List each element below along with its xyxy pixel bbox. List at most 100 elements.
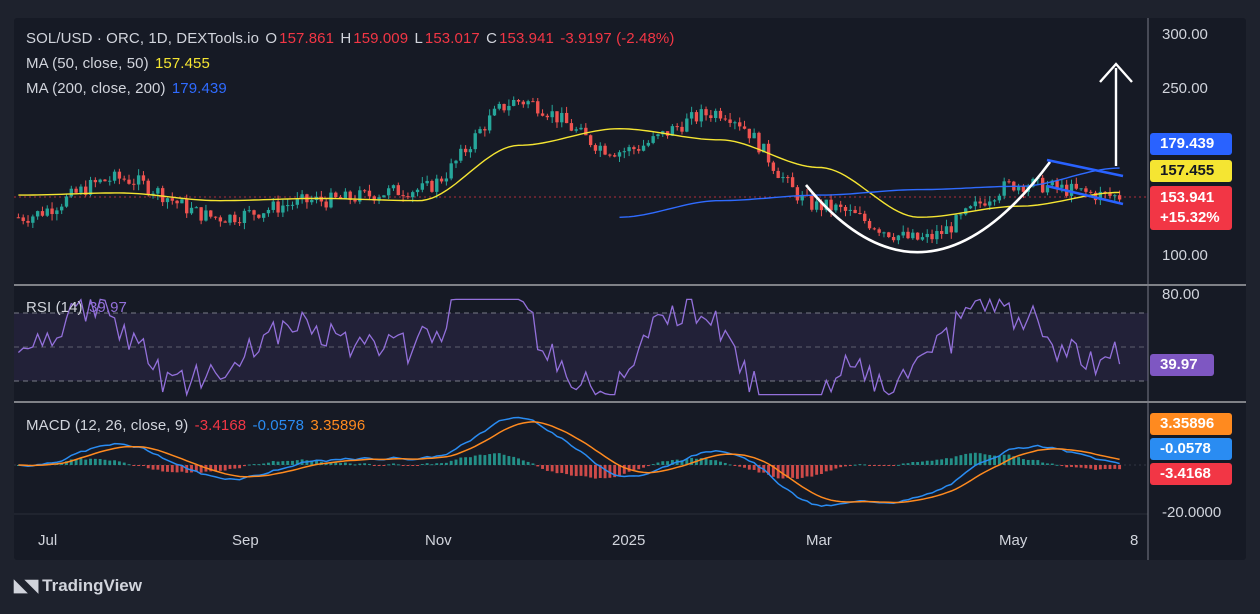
macd-hist-tag: -3.4168 xyxy=(1150,463,1232,485)
candle-body xyxy=(1117,195,1122,200)
candle-body xyxy=(843,206,848,211)
macd-hist-bar xyxy=(805,465,809,477)
rsi-legend[interactable]: RSI (14) 39.97 xyxy=(26,299,129,316)
open-label: O xyxy=(265,30,278,47)
macd-hist-bar xyxy=(396,464,400,466)
candle-body xyxy=(641,145,646,151)
macd-hist-bar xyxy=(93,458,97,465)
candle-body xyxy=(136,175,141,185)
macd-signal-value: 3.35896 xyxy=(310,417,366,434)
candle-body xyxy=(853,209,857,214)
macd-hist-bar xyxy=(848,465,852,466)
macd-hist-bar xyxy=(541,465,544,469)
ma200-line[interactable] xyxy=(619,167,1120,218)
candle-body xyxy=(795,187,800,201)
macd-legend[interactable]: MACD (12, 26, close, 9) -3.4168 -0.0578 … xyxy=(26,417,367,434)
macd-hist-bar xyxy=(358,463,362,465)
candle-body xyxy=(59,206,64,211)
macd-hist-bar xyxy=(1108,465,1112,470)
candle-body xyxy=(887,232,891,237)
macd-hist-bar xyxy=(627,465,631,472)
candle-body xyxy=(709,115,713,119)
candle-body xyxy=(762,143,766,153)
candle-body xyxy=(747,128,752,139)
macd-hist-bar xyxy=(622,465,626,474)
macd-histogram[interactable] xyxy=(16,452,1122,479)
macd-hist-bar xyxy=(925,460,929,465)
macd-signal-line[interactable] xyxy=(18,421,1120,504)
macd-hist-bar xyxy=(824,465,828,472)
candle-body xyxy=(574,129,578,131)
macd-hist-bar xyxy=(906,463,910,465)
macd-hist-bar xyxy=(180,465,184,472)
candle-body xyxy=(612,155,617,157)
candle-body xyxy=(175,200,179,204)
low-value: 153.017 xyxy=(424,30,480,47)
candle-body xyxy=(584,127,588,136)
candle-body xyxy=(362,190,367,192)
candle-body xyxy=(617,152,622,157)
candle-body xyxy=(911,232,915,239)
high-value: 159.009 xyxy=(353,30,409,47)
candle-body xyxy=(290,204,295,206)
ma200-legend[interactable]: MA (200, close, 200) 179.439 xyxy=(26,80,229,97)
macd-hist-bar xyxy=(954,456,958,465)
candle-body xyxy=(391,185,396,189)
candle-body xyxy=(261,213,266,218)
candle-body xyxy=(1050,180,1054,186)
candle-body xyxy=(502,103,506,111)
macd-hist-bar xyxy=(430,464,434,466)
candle-body xyxy=(194,207,199,209)
macd-hist-bar xyxy=(973,452,977,465)
candle-body xyxy=(988,201,992,206)
macd-hist-bar xyxy=(348,463,352,465)
macd-hist-bar xyxy=(709,460,713,465)
candle-body xyxy=(156,188,160,194)
macd-hist-bar xyxy=(550,465,554,472)
macd-line-value: -0.0578 xyxy=(252,417,305,434)
candle-body xyxy=(372,196,376,201)
macd-hist-bar xyxy=(199,465,203,473)
macd-line[interactable] xyxy=(18,416,1120,507)
macd-hist-bar xyxy=(295,460,299,465)
macd-hist-bar xyxy=(964,453,968,465)
candle-body xyxy=(1060,184,1064,188)
candle-body xyxy=(1098,191,1103,201)
macd-hist-bar xyxy=(238,465,242,469)
ma50-line[interactable] xyxy=(18,127,1120,218)
macd-hist-bar xyxy=(1084,465,1088,469)
macd-hist-bar xyxy=(767,465,771,475)
macd-hist-bar xyxy=(1026,459,1030,465)
symbol-title[interactable]: SOL/USD · ORC, 1D, DEXTools.io xyxy=(26,30,260,47)
candle-body xyxy=(814,201,819,210)
macd-hist-bar xyxy=(661,461,665,465)
flag-lower-line[interactable] xyxy=(1046,184,1124,206)
tradingview-logo[interactable]: ◣◥ TradingView xyxy=(14,576,142,596)
macd-hist-bar xyxy=(757,465,761,473)
candle-body xyxy=(483,129,487,131)
rsi-line[interactable] xyxy=(17,297,1121,398)
candle-body xyxy=(757,132,761,153)
candle-body xyxy=(228,214,232,223)
candle-body xyxy=(738,122,742,127)
ma50-value: 157.455 xyxy=(154,55,210,72)
macd-hist-bar xyxy=(1012,456,1016,465)
cup-pattern-annotation[interactable] xyxy=(804,161,1052,254)
macd-hist-bar xyxy=(449,460,453,465)
flag-upper-line[interactable] xyxy=(1046,158,1124,178)
candlestick-series[interactable] xyxy=(16,96,1122,245)
macd-hist-bar xyxy=(743,465,746,468)
macd-hist-bar xyxy=(656,462,660,465)
candle-body xyxy=(1089,191,1093,193)
candle-body xyxy=(997,195,1002,201)
macd-hist-bar xyxy=(267,462,270,465)
macd-hist-bar xyxy=(137,465,141,466)
breakout-arrow-head[interactable] xyxy=(1099,62,1133,83)
macd-hist-bar xyxy=(512,456,516,465)
macd-hist-bar xyxy=(646,465,650,467)
ma50-legend[interactable]: MA (50, close, 50) 157.455 xyxy=(26,55,212,72)
macd-hist-bar xyxy=(194,465,198,472)
candle-body xyxy=(247,210,251,212)
macd-hist-bar xyxy=(810,465,814,477)
